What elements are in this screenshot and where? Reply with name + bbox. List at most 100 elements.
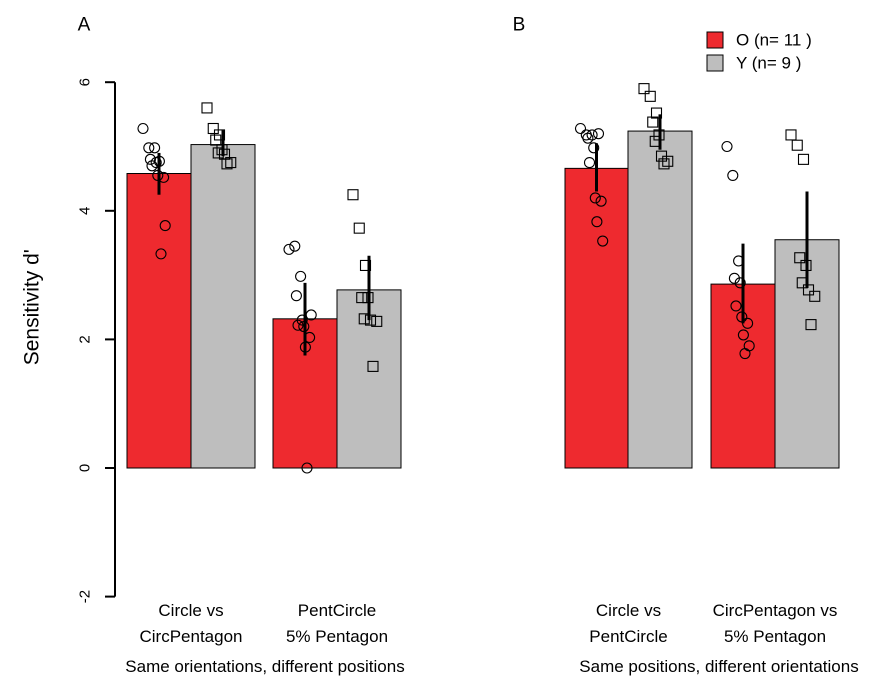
data-point [739,347,751,360]
data-point [371,315,383,327]
data-point [591,216,603,228]
data-point [362,292,374,304]
data-point [144,153,156,165]
data-point [152,169,164,181]
category-label: 5% Pentagon [724,627,826,646]
data-point [733,255,745,267]
data-point [800,259,812,272]
y-tick-label: -2 [77,590,94,603]
data-point [292,319,304,331]
data-point [359,259,372,272]
legend-swatch-O [706,31,724,49]
data-point [347,189,359,201]
data-point [364,314,377,326]
y-tick-label: 4 [77,207,94,215]
labels: A Same orientations, different positions C… [78,15,859,677]
data-points [137,83,821,474]
data-point [658,158,670,170]
data-point [201,102,213,114]
data-point [290,290,302,302]
data-point [159,220,171,232]
data-point [283,243,295,255]
data-point [304,331,316,344]
y-tick-label: 0 [77,464,94,472]
data-point [742,317,754,329]
y-axis: -2 0 2 4 6 Sensitivity d' [21,78,116,603]
data-point [588,142,600,154]
data-point [212,147,224,159]
y-tick-label: 6 [77,78,94,86]
data-point [589,192,601,204]
y-tick-label: 2 [77,335,94,343]
data-point [153,155,165,167]
data-point [592,128,605,140]
data-point [298,320,310,333]
category-label: PentCircle [298,601,376,620]
data-point [734,277,746,289]
bars [126,130,840,469]
data-point [158,171,170,183]
data-point [301,462,313,474]
bar-Y [627,130,693,469]
x-axis-title: Same orientations, different positions [125,657,404,676]
category-label: 5% Pentagon [286,627,388,646]
data-point [299,341,311,353]
data-point [149,142,161,154]
data-point [597,235,609,247]
panel-label: B [513,15,526,36]
legend-label: Y (n= 9 ) [736,54,801,73]
data-point [305,309,317,321]
data-point [727,169,739,181]
x-axis-title: Same positions, different orientations [579,657,858,676]
data-point [791,139,803,151]
error-bars [157,114,809,356]
data-point [785,129,797,141]
data-point [802,284,815,296]
data-point [207,122,219,135]
data-point [367,360,379,372]
data-point [647,116,659,128]
data-point [737,329,749,341]
data-point [653,129,665,141]
data-point [358,313,370,325]
data-point [736,311,748,323]
data-point [155,248,167,260]
category-label: PentCircle [589,627,667,646]
data-point [662,155,674,167]
data-point [356,292,368,304]
data-point [582,132,594,144]
data-point [721,140,733,153]
data-point [649,135,661,147]
data-point [221,158,233,170]
data-point [225,157,237,169]
data-point [638,83,650,95]
y-axis-title: Sensitivity d' [21,249,44,365]
data-point [583,157,596,169]
category-label: Circle vs [158,601,223,620]
legend: O (n= 11 ) Y (n= 9 ) [706,31,812,73]
data-point [794,252,806,264]
legend-swatch-Y [706,54,724,72]
bar-O [564,167,629,469]
data-point [353,222,365,234]
bar-O [126,173,192,469]
data-point [650,107,663,119]
bar-Y [190,144,256,469]
data-point [796,277,808,289]
category-label: CircPentagon vs [713,601,838,620]
data-point [143,142,155,154]
panel-label: A [78,15,91,36]
category-label: CircPentagon [139,627,242,646]
data-point [289,240,301,252]
data-point [595,195,607,207]
data-point [730,300,742,312]
data-point [137,122,149,135]
data-point [809,290,821,302]
data-point [210,134,222,146]
data-point [295,270,307,282]
legend-label: O (n= 11 ) [736,31,812,50]
category-label: Circle vs [596,601,661,620]
data-point [797,153,810,165]
data-point [644,90,656,102]
